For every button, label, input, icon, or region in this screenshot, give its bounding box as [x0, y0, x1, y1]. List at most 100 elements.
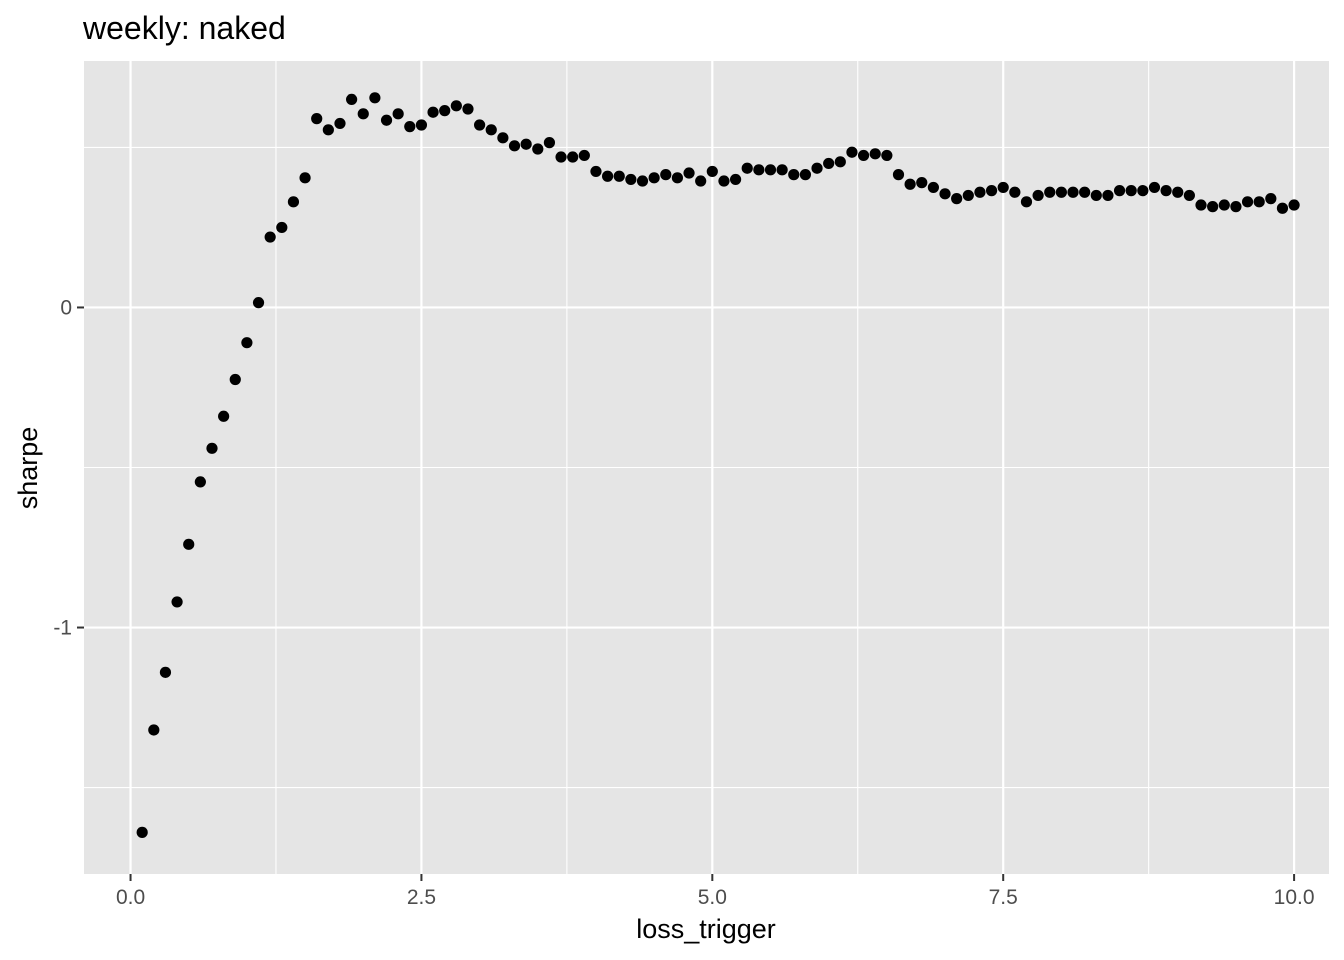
data-point — [683, 167, 694, 178]
data-point — [393, 108, 404, 119]
data-point — [649, 172, 660, 183]
chart-title: weekly: naked — [82, 10, 286, 46]
data-point — [718, 175, 729, 186]
data-point — [1288, 199, 1299, 210]
data-point — [1102, 190, 1113, 201]
data-point — [148, 724, 159, 735]
data-point — [1056, 187, 1067, 198]
data-point — [1126, 185, 1137, 196]
data-point — [253, 297, 264, 308]
data-point — [1172, 187, 1183, 198]
data-point — [1149, 182, 1160, 193]
data-point — [777, 164, 788, 175]
data-point — [311, 113, 322, 124]
data-point — [288, 196, 299, 207]
data-point — [439, 105, 450, 116]
x-tick-label: 10.0 — [1274, 886, 1315, 909]
data-point — [451, 100, 462, 111]
data-point — [1079, 187, 1090, 198]
data-point — [893, 169, 904, 180]
data-point — [998, 182, 1009, 193]
data-point — [334, 118, 345, 129]
data-point — [1184, 190, 1195, 201]
data-point — [486, 124, 497, 135]
data-point — [567, 151, 578, 162]
data-point — [1219, 199, 1230, 210]
data-point — [579, 150, 590, 161]
data-point — [1230, 201, 1241, 212]
data-point — [369, 92, 380, 103]
data-point — [1242, 196, 1253, 207]
data-point — [765, 164, 776, 175]
data-point — [509, 140, 520, 151]
data-point — [811, 163, 822, 174]
data-point — [1265, 193, 1276, 204]
x-tick-label: 2.5 — [407, 886, 436, 909]
data-point — [206, 443, 217, 454]
data-point — [905, 179, 916, 190]
data-point — [137, 827, 148, 838]
data-point — [427, 107, 438, 118]
data-point — [730, 174, 741, 185]
data-point — [544, 137, 555, 148]
y-tick-label: -1 — [53, 617, 72, 640]
x-tick-label: 5.0 — [698, 886, 727, 909]
data-point — [462, 103, 473, 114]
data-point — [916, 177, 927, 188]
data-point — [1044, 187, 1055, 198]
data-point — [183, 539, 194, 550]
data-point — [474, 119, 485, 130]
data-point — [1207, 201, 1218, 212]
data-point — [497, 132, 508, 143]
data-point — [521, 139, 532, 150]
data-point — [1137, 185, 1148, 196]
data-point — [1195, 199, 1206, 210]
data-point — [381, 115, 392, 126]
data-point — [532, 143, 543, 154]
data-point — [1009, 187, 1020, 198]
data-point — [939, 188, 950, 199]
data-point — [230, 374, 241, 385]
data-point — [753, 164, 764, 175]
data-point — [323, 124, 334, 135]
data-point — [858, 150, 869, 161]
data-point — [218, 411, 229, 422]
data-point — [951, 193, 962, 204]
data-point — [241, 337, 252, 348]
data-point — [1067, 187, 1078, 198]
data-point — [555, 151, 566, 162]
x-tick-label: 7.5 — [989, 886, 1018, 909]
x-axis-title: loss_trigger — [636, 914, 776, 944]
data-point — [614, 171, 625, 182]
data-point — [1254, 196, 1265, 207]
data-point — [358, 108, 369, 119]
data-point — [788, 169, 799, 180]
data-point — [881, 150, 892, 161]
data-point — [625, 174, 636, 185]
data-point — [963, 190, 974, 201]
data-point — [1033, 190, 1044, 201]
data-point — [1021, 196, 1032, 207]
data-point — [416, 119, 427, 130]
data-point — [1114, 185, 1125, 196]
y-axis: 0 -1 — [53, 296, 84, 639]
data-point — [1277, 203, 1288, 214]
data-point — [590, 166, 601, 177]
data-point — [846, 147, 857, 158]
data-point — [800, 169, 811, 180]
data-point — [1161, 185, 1172, 196]
x-tick-label: 0.0 — [116, 886, 145, 909]
data-point — [1091, 190, 1102, 201]
data-point — [160, 667, 171, 678]
data-point — [695, 175, 706, 186]
data-point — [974, 187, 985, 198]
x-axis: 0.0 2.5 5.0 7.5 10.0 — [116, 874, 1315, 909]
data-point — [672, 172, 683, 183]
y-axis-title: sharpe — [13, 427, 43, 510]
y-tick-label: 0 — [60, 296, 72, 319]
data-point — [299, 172, 310, 183]
data-point — [276, 222, 287, 233]
data-point — [346, 94, 357, 105]
